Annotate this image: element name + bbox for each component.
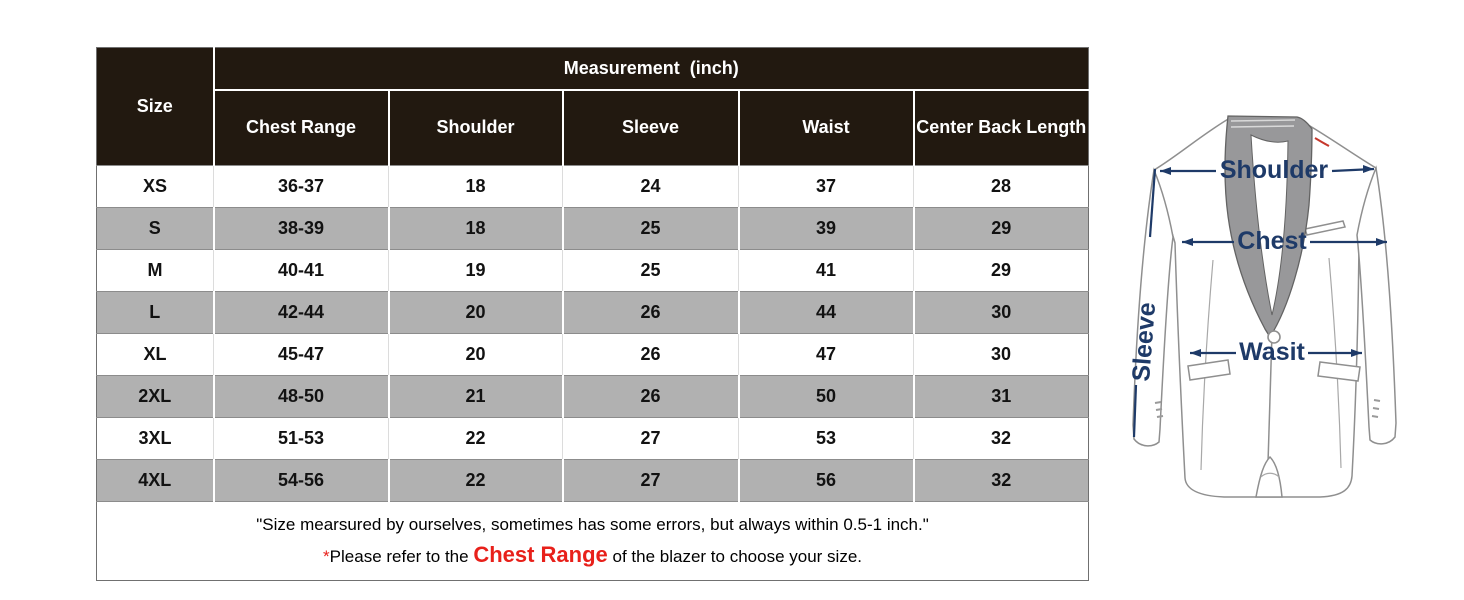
value-cell: 20 — [387, 291, 563, 334]
shoulder-measure: Shoulder — [1160, 156, 1375, 184]
blazer-measurement-diagram: Shoulder Chest Wasit Sleeve — [1124, 85, 1464, 525]
size-cell: L — [96, 291, 214, 334]
chest-pocket — [1304, 220, 1346, 236]
size-chart-table: Size Measurement (inch) Chest Range Shou… — [96, 47, 1090, 581]
right-sleeve — [1356, 165, 1397, 445]
size-cell: XS — [96, 165, 214, 208]
value-cell: 20 — [388, 333, 563, 376]
note-line-advice: *Please refer to the Chest Range of the … — [97, 542, 1088, 568]
column-header-center-back-length: Center Back Length — [912, 89, 1089, 166]
center-front-line — [1267, 332, 1273, 464]
measurement-unit-header: Measurement (inch) — [213, 47, 1089, 91]
table-row: XL 45-47 20 26 47 30 — [96, 333, 1089, 376]
sleeve-measure: Sleeve — [1127, 168, 1161, 438]
value-cell: 25 — [562, 249, 739, 292]
value-cell: 18 — [387, 207, 563, 250]
note-asterisk: * — [323, 546, 330, 566]
value-cell: 27 — [562, 417, 739, 460]
left-hip-pocket — [1187, 359, 1231, 381]
value-cell: 18 — [388, 165, 563, 208]
right-body-seam — [1328, 257, 1342, 469]
waist-measure: Wasit — [1190, 338, 1362, 366]
value-cell: 41 — [738, 249, 914, 292]
right-cuff-buttons — [1371, 399, 1381, 418]
column-header-sleeve: Sleeve — [561, 89, 739, 166]
size-table-body: XS 36-37 18 24 37 28 S 38-39 18 25 39 29 M 40-41 19 25 4… — [96, 165, 1089, 502]
size-chart-header: Size Measurement (inch) Chest Range Shou… — [96, 47, 1089, 166]
size-note: "Size mearsured by ourselves, sometimes … — [96, 501, 1089, 581]
column-header-waist: Waist — [737, 89, 914, 166]
size-cell: 4XL — [96, 459, 214, 502]
table-row: 4XL 54-56 22 27 56 32 — [96, 459, 1089, 502]
value-cell: 30 — [912, 291, 1089, 334]
column-header-shoulder: Shoulder — [387, 89, 563, 166]
shoulder-label: Shoulder — [1220, 156, 1329, 184]
value-cell: 54-56 — [212, 459, 389, 502]
value-cell: 47 — [738, 333, 914, 376]
value-cell: 32 — [912, 459, 1089, 502]
value-cell: 42-44 — [212, 291, 389, 334]
neck-opening — [1250, 134, 1289, 316]
value-cell: 24 — [562, 165, 739, 208]
vent-inner-arc — [1260, 472, 1280, 478]
value-cell: 39 — [737, 207, 914, 250]
note-line-accuracy: "Size mearsured by ourselves, sometimes … — [256, 514, 929, 534]
left-sleeve — [1132, 167, 1174, 447]
value-cell: 22 — [387, 459, 563, 502]
value-cell: 27 — [561, 459, 739, 502]
table-row: L 42-44 20 26 44 30 — [96, 291, 1089, 334]
waist-label: Wasit — [1239, 338, 1305, 366]
table-row: S 38-39 18 25 39 29 — [96, 207, 1089, 250]
column-header-chest-range: Chest Range — [213, 89, 389, 166]
table-row: 2XL 48-50 21 26 50 31 — [96, 375, 1089, 418]
value-cell: 50 — [737, 375, 914, 418]
size-cell: 2XL — [96, 375, 214, 418]
size-cell: XL — [96, 333, 214, 376]
right-hip-pocket — [1317, 361, 1361, 382]
value-cell: 25 — [561, 207, 739, 250]
front-vent-gap — [1255, 455, 1283, 498]
value-cell: 29 — [912, 249, 1089, 292]
value-cell: 56 — [737, 459, 914, 502]
table-row: XS 36-37 18 24 37 28 — [96, 165, 1089, 208]
value-cell: 22 — [388, 417, 563, 460]
value-cell: 30 — [912, 333, 1089, 376]
size-cell: S — [96, 207, 214, 250]
value-cell: 45-47 — [213, 333, 389, 376]
left-cuff-buttons — [1154, 401, 1164, 418]
column-header-size: Size — [96, 47, 215, 166]
value-cell: 31 — [912, 375, 1089, 418]
value-cell: 26 — [561, 375, 739, 418]
collar-band-seams — [1230, 119, 1296, 128]
blazer-illustration: Shoulder Chest Wasit Sleeve — [1127, 115, 1397, 498]
sleeve-label: Sleeve — [1127, 301, 1161, 382]
value-cell: 51-53 — [213, 417, 389, 460]
collar-red-mark — [1314, 137, 1330, 147]
value-cell: 48-50 — [212, 375, 389, 418]
value-cell: 26 — [562, 333, 739, 376]
value-cell: 38-39 — [212, 207, 389, 250]
value-cell: 19 — [388, 249, 563, 292]
size-cell: 3XL — [96, 417, 214, 460]
table-row: M 40-41 19 25 41 29 — [96, 249, 1089, 292]
value-cell: 37 — [738, 165, 914, 208]
chest-label: Chest — [1237, 227, 1307, 255]
note-advice-after: of the blazer to choose your size. — [607, 546, 862, 566]
value-cell: 26 — [561, 291, 739, 334]
size-cell: M — [96, 249, 214, 292]
value-cell: 29 — [912, 207, 1089, 250]
note-chest-range-highlight: Chest Range — [473, 541, 608, 567]
value-cell: 53 — [738, 417, 914, 460]
value-cell: 44 — [737, 291, 914, 334]
table-row: 3XL 51-53 22 27 53 32 — [96, 417, 1089, 460]
chest-measure: Chest — [1182, 227, 1387, 255]
value-cell: 40-41 — [213, 249, 389, 292]
value-cell: 28 — [912, 165, 1089, 208]
front-button — [1267, 330, 1281, 344]
note-advice-before: Please refer to the — [329, 546, 474, 566]
value-cell: 21 — [387, 375, 563, 418]
value-cell: 32 — [912, 417, 1089, 460]
value-cell: 36-37 — [213, 165, 389, 208]
